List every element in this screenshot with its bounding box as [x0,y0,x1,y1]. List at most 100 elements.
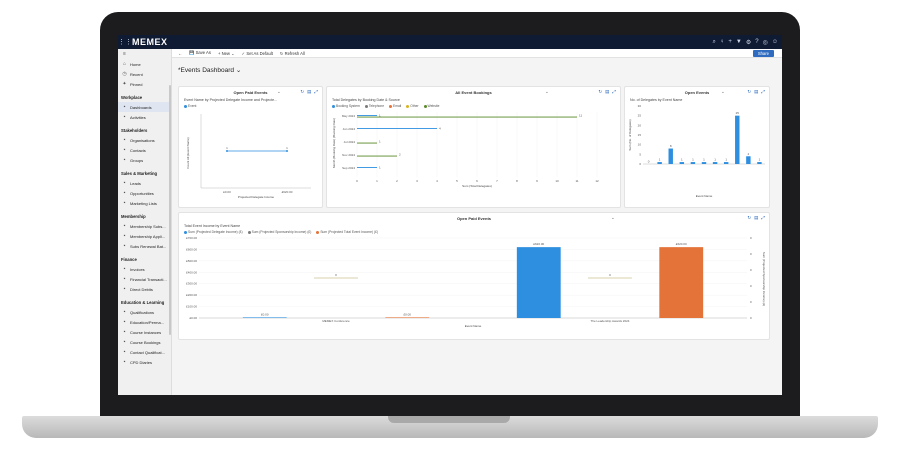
bar [357,155,397,157]
sidebar-item[interactable]: ▪ Membership Subs... [118,221,171,231]
records-icon[interactable]: ▤ [307,89,312,94]
chart-canvas: 0 5 10 15 20 25 30 0 1 8 1 1 1 1 1 25 4 1 Event Name Sum (N… [628,104,765,198]
refresh-icon[interactable]: ↻ [598,89,603,94]
entity-icon: ▪ [123,286,126,292]
sidebar-item-label: Opportunities [130,190,154,196]
records-icon[interactable]: ▤ [754,215,759,220]
bar [385,317,430,318]
tick-label-right: 0 [750,284,752,288]
y-axis-label-right: Sum (Projected Sponsorship Income) (£) [762,252,766,306]
app-launcher-icon[interactable]: ⋮⋮ [118,39,132,46]
dashboard-selector[interactable]: *Events Dashboard ⌄ [178,66,241,74]
sidebar-item[interactable]: ▪ Course Bookings [118,337,171,347]
entity-icon: ▪ [123,104,126,110]
tick-label: £500.00 [186,259,197,263]
sidebar-item[interactable]: ▪ Financial Transacti... [118,274,171,284]
data-label: 8 [670,144,672,148]
sidebar-item-label: Subs Renewal Bat... [130,243,167,249]
x-axis-label: Sum (Total Delegates) [462,184,492,188]
top-bar-icon[interactable]: ▼ [735,38,742,45]
chart-legend: Sum (Projected Delegate Income) (£) Sum (… [179,228,769,234]
legend-item[interactable]: Other [406,104,419,108]
tick-label-right: 0 [750,316,752,320]
top-bar-icon[interactable]: ⚙ [745,39,752,46]
legend-item[interactable]: Website [423,104,439,108]
records-icon[interactable]: ▤ [754,89,759,94]
sidebar-item[interactable]: ▪ Organisations [118,135,171,145]
sidebar-item[interactable]: ▪ Contacts [118,145,171,155]
refresh-all-button[interactable]: ↻ Refresh All [279,50,305,56]
share-button[interactable]: Share [752,49,774,57]
records-icon[interactable]: ▤ [605,89,610,94]
sidebar-item[interactable]: ▪ Contact Qualificat... [118,347,171,357]
legend-item[interactable]: Sum (Projected Delegate Income) (£) [184,230,243,234]
legend-swatch [423,104,427,108]
sidebar-item[interactable]: ▪ Opportunities [118,188,171,198]
bar [701,162,707,164]
sidebar-item[interactable]: ▪ Membership Appli... [118,231,171,241]
refresh-icon[interactable]: ↻ [747,215,752,220]
chevron-down-icon[interactable]: ⌄ [611,215,615,220]
legend-label: Sum (Projected Total Event Income) (£) [320,230,379,234]
sidebar-item-label: Groups [130,157,144,163]
legend-item[interactable]: Sum (Projected Total Event Income) (£) [316,230,378,234]
entity-icon: ▪ [123,233,126,239]
sidebar-scrollbar[interactable] [169,85,171,335]
sidebar-item[interactable]: ▪ Subs Renewal Bat... [118,241,171,251]
save-as-button[interactable]: 💾 Save As [189,50,211,55]
tick-label-right: 0 [750,252,752,256]
chevron-down-icon[interactable]: ⌄ [721,89,725,94]
legend-item[interactable]: Event [184,104,196,108]
sidebar-item[interactable]: ▪ Groups [118,155,171,165]
top-bar-icon[interactable]: ♀ [719,38,725,45]
top-bar-icon[interactable]: ☺ [771,38,778,45]
legend-item[interactable]: Email [389,104,401,108]
set-default-button[interactable]: ✓ Set As Default [241,50,273,56]
chevron-down-icon[interactable]: ⌄ [545,89,549,94]
tick-label: £0.00 [223,190,231,194]
sidebar-item[interactable]: ▪ Qualifications [118,307,171,317]
bar [690,162,696,164]
sidebar-item[interactable]: ▪ Dashboards [118,102,171,112]
panel-open-paid-events-income: Open Paid Events ⌄ ↻ ▤ ⤢ Total Event Incom… [178,212,770,340]
legend-item[interactable]: Booking System [332,104,360,108]
tick-label-right: 0 [750,236,752,240]
entity-icon: ▪ [123,157,126,163]
sidebar-item[interactable]: ▪ Activities [118,112,171,122]
panel-open-paid-events-line: Open Paid Events ⌄ ↻ ▤ ⤢ Event Name by Pro… [178,86,323,208]
back-button[interactable]: ← [178,50,183,56]
sidebar-item-label: Home [130,61,141,67]
sidebar-item[interactable]: ▪ Education/Perma... [118,317,171,327]
expand-icon[interactable]: ⤢ [761,215,765,220]
expand-icon[interactable]: ⤢ [314,89,318,94]
legend-swatch [389,104,393,108]
top-bar-icon[interactable]: ⌕ [712,38,716,45]
top-bar-icon[interactable]: ◎ [762,39,768,46]
chevron-down-icon[interactable]: ⌄ [277,89,281,94]
sidebar-item[interactable]: ▪ Direct Debits [118,284,171,294]
new-button[interactable]: + New ⌄ [217,50,235,56]
refresh-icon[interactable]: ↻ [747,89,752,94]
sidebar-item[interactable]: ▪ Course Instances [118,327,171,337]
top-bar-icon[interactable]: ? [755,38,759,45]
sidebar-item[interactable]: ▪ Invoices [118,264,171,274]
entity-icon: ▪ [123,190,126,196]
top-bar-icon[interactable]: + [728,38,732,45]
panel-toolbar: ↻ ▤ ⤢ [747,89,765,95]
entity-icon: ▪ [123,309,126,315]
sidebar-item-home[interactable]: ⌂ Home [118,59,171,69]
hamburger-menu-icon[interactable]: ≡ [123,51,126,57]
expand-icon[interactable]: ⤢ [612,89,616,94]
legend-item[interactable]: Sum (Projected Sponsorship Income) (£) [247,230,311,234]
sidebar-item[interactable]: ▪ Marketing Lists [118,198,171,208]
x-axis-label: Event Name [696,194,713,198]
sidebar-item-recent[interactable]: ◷ Recent [118,69,171,79]
data-label: 1 [659,158,661,162]
sidebar-item[interactable]: ▪ CPD Diaries [118,357,171,367]
expand-icon[interactable]: ⤢ [761,89,765,94]
legend-item[interactable]: Telephone [364,104,384,108]
sidebar-item[interactable]: ▪ Leads [118,178,171,188]
sidebar-item-pinned[interactable]: ✦ Pinned [118,79,171,89]
refresh-icon[interactable]: ↻ [300,89,305,94]
